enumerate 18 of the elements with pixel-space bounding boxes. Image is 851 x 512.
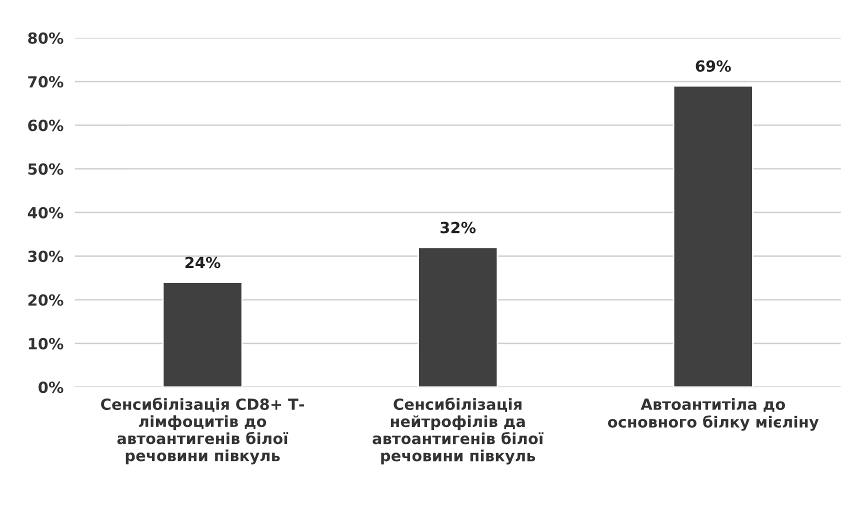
data-label: 32%: [440, 222, 476, 234]
bar: [672, 85, 754, 388]
x-tick-label: Сенсибілізація CD8+ Т- лімфоцитів до автоантигенів білої речовини півкуль: [101, 398, 304, 464]
y-tick-label: 40%: [28, 206, 64, 218]
y-tick-label: 70%: [28, 76, 64, 88]
y-tick-label: 50%: [28, 163, 64, 175]
y-tick-label: 0%: [38, 382, 64, 394]
data-label: 69%: [696, 60, 731, 72]
x-tick-label: Сенсибілізація нейтрофілів да автоантигенів білої речовини півкуль: [372, 398, 544, 464]
bar: [162, 282, 243, 388]
x-tick-label: Автоантитіла до основного білку мієліну: [608, 398, 819, 431]
data-label: 24%: [185, 256, 220, 268]
y-tick-label: 30%: [28, 250, 64, 262]
y-tick-label: 80%: [28, 32, 64, 44]
y-tick-label: 20%: [28, 294, 64, 306]
bar: [418, 246, 498, 388]
y-tick-label: 60%: [28, 120, 64, 132]
y-tick-label: 10%: [28, 338, 64, 350]
